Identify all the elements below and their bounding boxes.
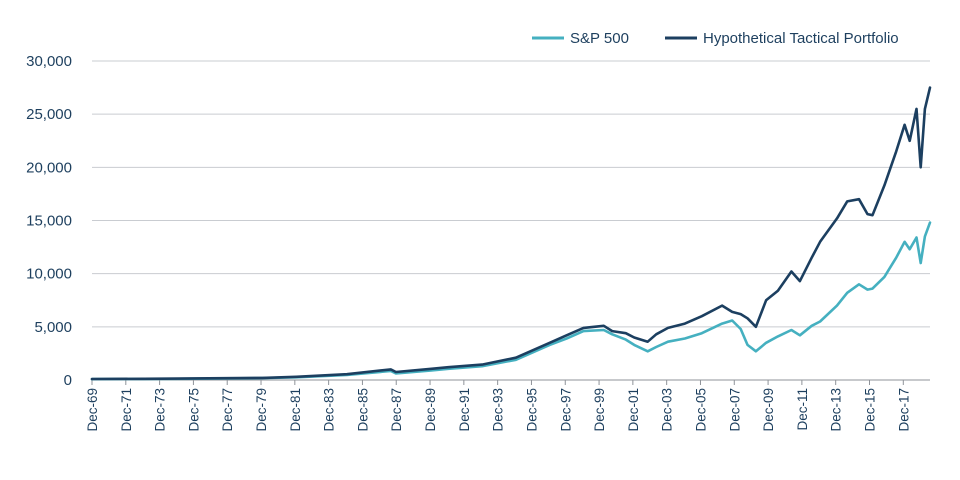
series-line-tactical-portfolio [90, 86, 932, 381]
y-tick-label: 5,000 [34, 319, 72, 336]
x-tick-label: Dec-93 [491, 388, 506, 432]
legend-label: S&P 500 [570, 30, 629, 47]
x-tick-label: Dec-71 [119, 388, 134, 432]
x-tick-label: Dec-91 [457, 388, 472, 432]
x-tick-label: Dec-01 [626, 388, 641, 432]
x-tick-label: Dec-03 [660, 388, 675, 432]
x-tick-label: Dec-83 [322, 388, 337, 432]
x-tick-label: Dec-77 [220, 388, 235, 432]
x-tick-label: Dec-13 [829, 388, 844, 432]
x-tick-label: Dec-97 [558, 388, 573, 432]
series-line-sp500 [90, 221, 932, 381]
y-tick-label: 15,000 [26, 213, 72, 230]
x-tick-label: Dec-73 [153, 388, 168, 432]
x-tick-label: Dec-09 [761, 388, 776, 432]
x-tick-label: Dec-89 [423, 388, 438, 432]
series-lines [90, 86, 932, 381]
x-tick-label: Dec-85 [355, 388, 370, 432]
x-tick-label: Dec-81 [288, 388, 303, 432]
y-tick-label: 30,000 [26, 53, 72, 70]
x-tick-label: Dec-99 [592, 388, 607, 432]
gridlines [92, 60, 930, 381]
x-tick-label: Dec-87 [389, 388, 404, 432]
legend-label: Hypothetical Tactical Portfolio [703, 30, 899, 47]
x-tick-label: Dec-05 [693, 388, 708, 432]
x-tick-label: Dec-15 [862, 388, 877, 432]
legend: S&P 500 Hypothetical Tactical Portfolio [532, 30, 899, 47]
x-tick-label: Dec-79 [254, 388, 269, 432]
y-tick-label: 20,000 [26, 159, 72, 176]
y-tick-label: 10,000 [26, 266, 72, 283]
y-tick-label: 25,000 [26, 106, 72, 123]
x-tick-label: Dec-07 [727, 388, 742, 432]
x-tick-label: Dec-11 [795, 388, 810, 431]
x-tick-label: Dec-75 [186, 388, 201, 432]
y-axis: 0 5,000 10,000 15,000 20,000 25,000 30,000 [26, 53, 72, 389]
x-tick-label: Dec-17 [896, 388, 911, 432]
x-tick-label: Dec-95 [524, 388, 539, 432]
x-tick-label: Dec-69 [85, 388, 100, 432]
x-axis: Dec-69 Dec-71 Dec-73 Dec-75 Dec-77 Dec-79 Dec-… [85, 380, 911, 432]
y-tick-label: 0 [64, 372, 72, 389]
